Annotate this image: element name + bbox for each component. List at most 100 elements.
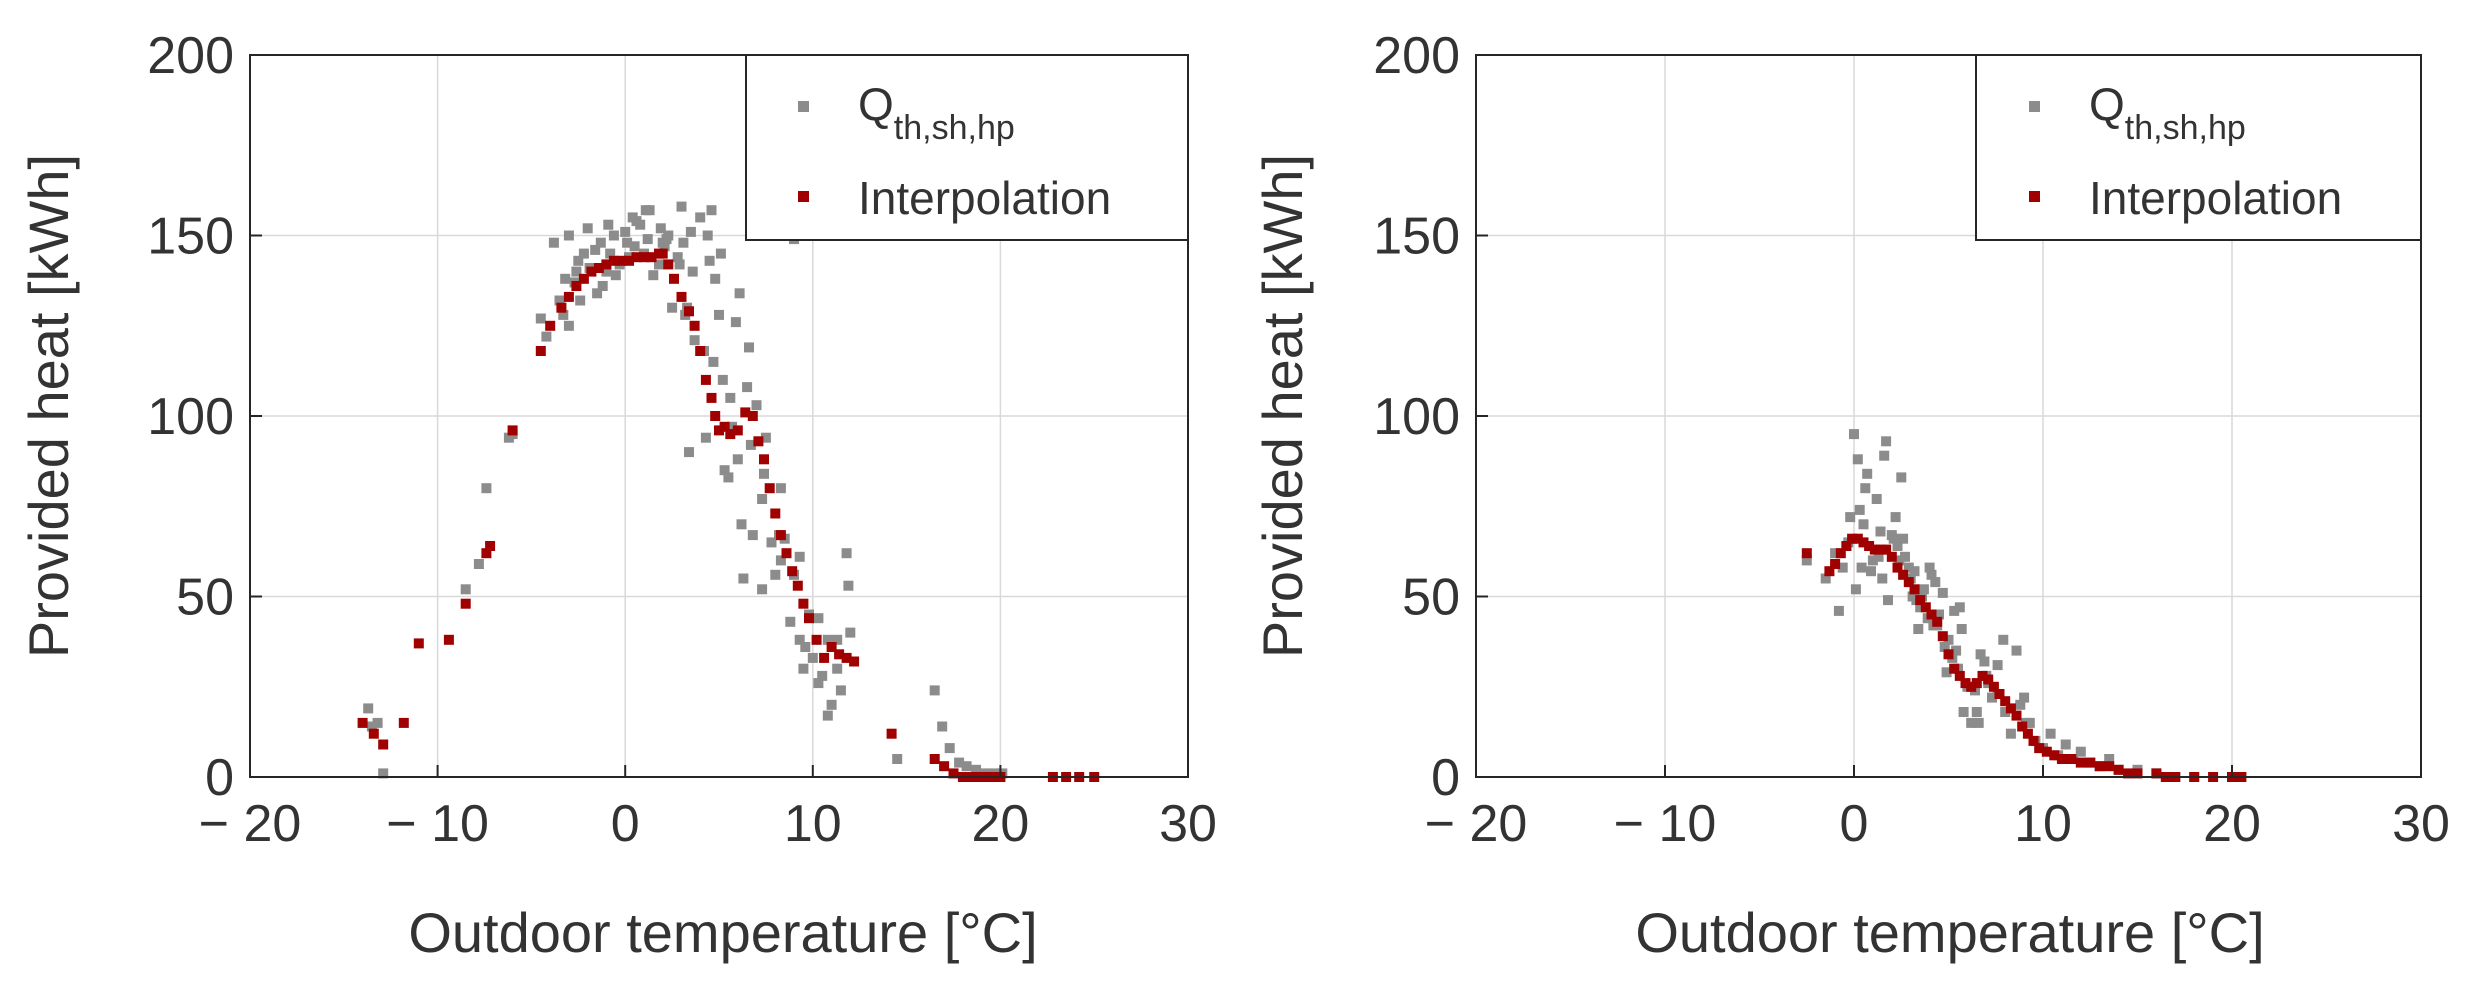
chart-right-interp-point [2104, 761, 2115, 772]
chart-right-raw-point [1883, 595, 1893, 606]
chart-left-y-tick-label-4: 200 [147, 27, 234, 85]
chart-right-raw-point [2060, 739, 2071, 750]
chart-left-raw-point [558, 309, 569, 320]
chart-left-raw-point [620, 226, 631, 237]
chart-right-y-axis-label: Provided heat [kWh] [1251, 154, 1314, 658]
chart-left-legend-box [745, 54, 1189, 241]
chart-left-interp-point [578, 273, 589, 284]
chart-left-interp-point [535, 346, 546, 356]
chart-left-raw-point [813, 678, 824, 689]
chart-left-y-tick-label-3: 150 [147, 208, 234, 266]
chart-right-raw-point [2005, 728, 2016, 739]
chart-left-raw-point [473, 559, 484, 569]
chart-left-interp-point [725, 429, 736, 440]
chart-left-interp-point [563, 291, 574, 302]
chart-left-interp-point [929, 754, 940, 764]
chart-right-interp-point [1937, 631, 1948, 642]
chart-right-raw-point [1850, 584, 1861, 595]
chart-right-interp-point [1988, 681, 1999, 692]
chart-right-x-axis-label: Outdoor temperature [°C] [1635, 901, 2264, 964]
chart-left-interp-point [781, 548, 792, 559]
chart-left-x-tick-label-3: 10 [784, 795, 842, 853]
chart-right-interp-point [2132, 768, 2143, 779]
chart-right-legend-label-interp: Interpolation [2089, 172, 2342, 224]
chart-left-interp-point [740, 407, 751, 418]
chart-right-y-tick-label-0: 0 [1431, 749, 1460, 807]
chart-right-interp-point [1983, 674, 1994, 685]
chart-left-raw-point [603, 219, 614, 230]
chart-left-raw-point [678, 237, 689, 248]
chart-left-interp-point [792, 580, 803, 591]
chart-left-raw-point [845, 627, 856, 638]
chart-left-interp-point [732, 425, 743, 436]
chart-left-raw-point [605, 248, 616, 259]
chart-left-raw-point [822, 710, 833, 721]
chart-right-raw-point [1951, 645, 1962, 656]
chart-left-y-tick-label-0: 0 [205, 749, 234, 807]
chart-left-raw-point [760, 432, 771, 443]
chart-left-raw-point [744, 342, 754, 353]
chart-left-raw-point [745, 439, 756, 450]
chart-left-interp-point [719, 421, 730, 432]
chart-left-interp-point [753, 436, 764, 447]
chart-right-y-tick-label-1: 50 [1402, 569, 1460, 627]
chart-right-interp-point [1971, 678, 1982, 689]
chart-right-raw-point [2000, 707, 2011, 717]
chart-left-raw-point [560, 273, 571, 284]
chart-right-raw-point [1888, 533, 1899, 544]
chart-right-raw-point [1892, 541, 1903, 551]
chart-right-raw-point [1934, 609, 1944, 620]
chart-right-interp-point [1858, 537, 1869, 548]
chart-left-interp-point [545, 320, 556, 331]
chart-left-interp-point [747, 411, 758, 421]
chart-left-raw-series [363, 201, 1008, 779]
chart-left-interp-point [624, 255, 634, 266]
chart-right-raw-point [1954, 602, 1965, 613]
chart-left-raw-point [832, 663, 843, 674]
chart-right-raw-point [1958, 707, 1969, 717]
chart-left-raw-point [659, 241, 670, 252]
chart-left-interp-series [357, 248, 1100, 782]
chart-left-raw-point [717, 374, 728, 385]
chart-right-raw-point [1956, 624, 1967, 634]
chart-right-interp-point [1835, 548, 1846, 559]
chart-left-raw-point [571, 266, 582, 277]
chart-right-x-tick-label-2: 0 [1840, 795, 1869, 853]
chart-right-raw-point [1979, 656, 1990, 667]
chart-left: − 20 − 10 0 10 20 30 0 50 100 150 200 Provided hea… [17, 27, 1217, 964]
chart-left-raw-point [742, 382, 753, 393]
chart-right-raw-point [1903, 562, 1914, 573]
chart-left-raw-point [672, 252, 683, 263]
chart-right-interp-point [2005, 703, 2016, 714]
chart-left-interp-point [684, 306, 694, 317]
chart-right-raw-point [1900, 551, 1910, 562]
chart-left-raw-point [595, 237, 606, 248]
chart-left-raw-point [817, 670, 828, 681]
chart-right-interp-point [2066, 754, 2077, 764]
chart-left-interp-point [710, 411, 721, 421]
chart-left-raw-point [732, 454, 743, 465]
chart-left-raw-point [770, 569, 781, 580]
chart-right-interp-point [2123, 768, 2134, 779]
chart-left-raw-point [800, 642, 811, 652]
chart-left-raw-point [592, 288, 603, 299]
chart-left-legend-swatch-interp [798, 191, 809, 202]
chart-right-x-tick-label-5: 30 [2392, 795, 2450, 853]
chart-right-interp-point [1881, 544, 1892, 555]
chart-right-raw-point [1860, 483, 1871, 494]
chart-left-raw-point [481, 483, 492, 494]
chart-left-raw-point [775, 483, 786, 494]
chart-left-raw-point [622, 237, 633, 248]
chart-left-raw-point [710, 273, 721, 284]
chart-left-raw-point [944, 743, 955, 754]
chart-right-y-tick-label-4: 200 [1373, 27, 1460, 85]
chart-left-interp-point [811, 634, 822, 645]
chart-right-raw-point [1830, 548, 1841, 559]
chart-left-raw-point [961, 761, 972, 772]
chart-right-interp-point [1932, 616, 1943, 627]
chart-left-raw-point [706, 205, 717, 216]
chart-left-legend: Qth,sh,hp Interpolation [745, 54, 1189, 241]
chart-right-interp-point [1830, 559, 1841, 569]
chart-left-interp-point [639, 252, 649, 263]
chart-left-interp-point [460, 598, 471, 609]
